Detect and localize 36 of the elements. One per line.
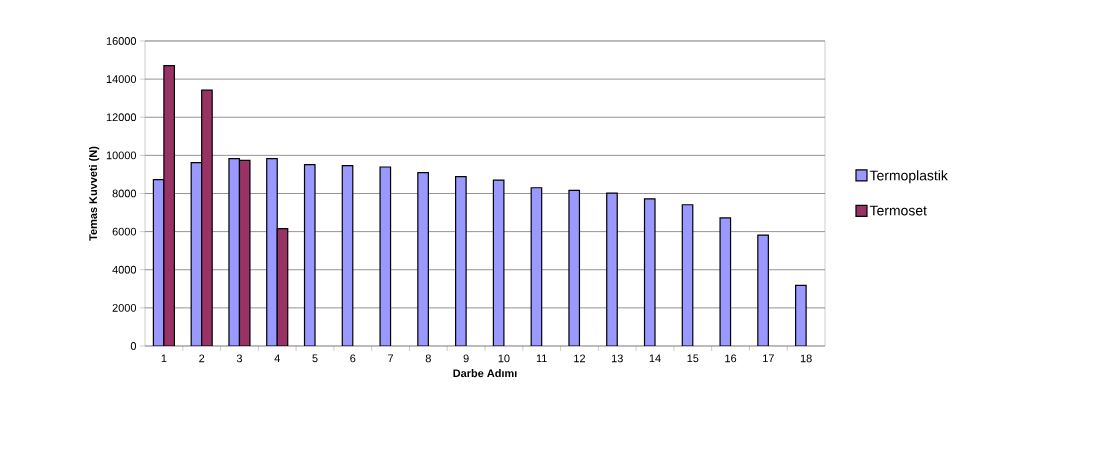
x-tick-label: 7	[388, 354, 394, 363]
y-tick-label: 6000	[112, 227, 137, 236]
y-tick-label: 14000	[106, 75, 137, 83]
x-tick-label: 14	[649, 354, 661, 363]
x-tick-label: 16	[725, 354, 737, 363]
x-tick-label: 11	[536, 354, 547, 363]
x-tick-label: 5	[312, 354, 318, 363]
y-tick-label: 4000	[112, 265, 137, 274]
x-tick-label: 18	[800, 354, 812, 363]
y-tick-label: 10000	[106, 151, 137, 160]
y-tick-label: 0	[130, 342, 137, 350]
bar	[757, 234, 769, 346]
x-axis-title: Darbe Adımı	[453, 369, 517, 378]
x-tick-label: 6	[350, 354, 356, 363]
bar	[606, 192, 618, 346]
x-tick-label: 3	[236, 354, 243, 363]
x-tick-label: 1	[161, 354, 167, 363]
x-tick-label: 13	[611, 354, 623, 363]
bar	[417, 172, 429, 346]
bar	[201, 89, 213, 346]
legend-label: Termoplastik	[869, 170, 948, 184]
bar	[266, 158, 278, 346]
x-tick-label: 2	[199, 354, 205, 363]
y-axis-title: Temas Kuvveti (N)	[88, 146, 100, 241]
x-tick-label: 10	[498, 354, 510, 363]
legend-label: Termoset	[869, 205, 927, 216]
y-tick-label: 12000	[106, 113, 137, 122]
x-tick-label: 9	[463, 354, 469, 363]
y-tick-label: 2000	[112, 303, 137, 312]
x-tick-label: 8	[425, 354, 431, 363]
x-tick-label: 15	[687, 354, 699, 363]
x-tick-label: 12	[574, 354, 585, 363]
x-tick-label: 4	[274, 354, 280, 363]
y-tick-label: 16000	[106, 37, 137, 45]
x-tick-label: 17	[763, 354, 774, 363]
y-tick-label: 8000	[112, 189, 137, 198]
